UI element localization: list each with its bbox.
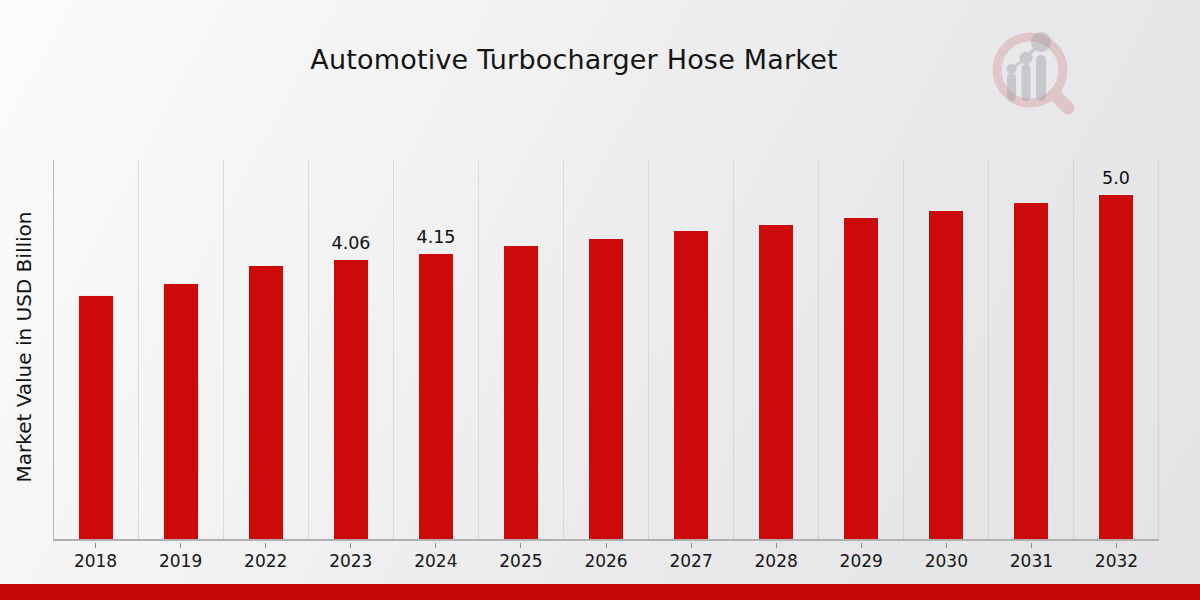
magnifier-handle-icon (1055, 95, 1068, 108)
x-axis-tick (946, 543, 947, 548)
x-axis-tick (435, 543, 436, 548)
x-axis-label-2030: 2030 (904, 551, 989, 571)
x-axis-tick (691, 543, 692, 548)
x-axis-label-2032: 2032 (1074, 551, 1159, 571)
bar-2018 (78, 295, 114, 539)
x-axis-label-2023: 2023 (308, 551, 393, 571)
x-axis-tick (861, 543, 862, 548)
x-axis-cell-2026: 2026 (563, 543, 648, 571)
x-axis-label-2027: 2027 (649, 551, 734, 571)
bar-2026 (588, 238, 624, 539)
x-axis-tick (1116, 543, 1117, 548)
chart-column-2018 (54, 160, 139, 539)
bar-2030 (928, 210, 964, 539)
x-axis-tick (180, 543, 181, 548)
x-axis-cell-2027: 2027 (649, 543, 734, 571)
x-axis-cell-2031: 2031 (989, 543, 1074, 571)
x-axis-cell-2022: 2022 (223, 543, 308, 571)
x-axis-label-2031: 2031 (989, 551, 1074, 571)
chart-page: { "header": { "title": "Automotive Turbo… (0, 0, 1200, 600)
bar-2025 (503, 245, 539, 539)
x-axis-tick (265, 543, 266, 548)
x-axis-label-2029: 2029 (819, 551, 904, 571)
market-research-future-watermark-logo (982, 20, 1090, 120)
bar-2024 (418, 253, 454, 539)
bottom-accent-bar (0, 584, 1200, 600)
x-axis-tick (95, 543, 96, 548)
chart-column-2023: 4.06 (309, 160, 394, 539)
x-axis-cell-2019: 2019 (138, 543, 223, 571)
x-axis-tick (350, 543, 351, 548)
x-axis-tick (606, 543, 607, 548)
x-axis-cell-2018: 2018 (53, 543, 138, 571)
x-axis-tick-row: 2018201920222023202420252026202720282029… (53, 543, 1159, 571)
chart-column-2031 (989, 160, 1074, 539)
x-axis-cell-2023: 2023 (308, 543, 393, 571)
chart-title: Automotive Turbocharger Hose Market (0, 44, 1148, 75)
x-axis-tick (520, 543, 521, 548)
chart-column-2025 (479, 160, 564, 539)
chart-column-2032: 5.0 (1074, 160, 1159, 539)
bar-2031 (1013, 202, 1049, 539)
x-axis-cell-2030: 2030 (904, 543, 989, 571)
chart-column-2022 (224, 160, 309, 539)
bar-2028 (758, 224, 794, 539)
x-axis-tick (776, 543, 777, 548)
x-axis-label-2025: 2025 (478, 551, 563, 571)
bar-value-label-2023: 4.06 (332, 233, 371, 253)
y-axis-label: Market Value in USD Billion (12, 212, 36, 483)
bar-2023 (333, 259, 369, 539)
bar-2027 (673, 230, 709, 539)
x-axis-label-2024: 2024 (393, 551, 478, 571)
bar-value-label-2032: 5.0 (1102, 168, 1130, 188)
chart-column-2026 (564, 160, 649, 539)
plot-area: 4.06 4.15 5.0 (53, 160, 1159, 541)
chart-column-2024: 4.15 (394, 160, 479, 539)
x-axis-label-2022: 2022 (223, 551, 308, 571)
chart-column-2019 (139, 160, 224, 539)
bar-2019 (163, 283, 199, 539)
x-axis-cell-2029: 2029 (819, 543, 904, 571)
x-axis-cell-2024: 2024 (393, 543, 478, 571)
x-axis-cell-2028: 2028 (734, 543, 819, 571)
bar-2029 (843, 217, 879, 539)
x-axis-cell-2032: 2032 (1074, 543, 1159, 571)
bar-value-label-2024: 4.15 (417, 227, 456, 247)
x-axis-label-2019: 2019 (138, 551, 223, 571)
chart-column-2029 (819, 160, 904, 539)
x-axis-label-2028: 2028 (734, 551, 819, 571)
chart-column-2027 (649, 160, 734, 539)
chart-column-2030 (904, 160, 989, 539)
bar-2032 (1098, 194, 1134, 539)
x-axis-cell-2025: 2025 (478, 543, 563, 571)
x-axis-tick (1031, 543, 1032, 548)
x-axis-label-2026: 2026 (563, 551, 648, 571)
bar-2022 (248, 265, 284, 539)
chart-column-2028 (734, 160, 819, 539)
x-axis-label-2018: 2018 (53, 551, 138, 571)
